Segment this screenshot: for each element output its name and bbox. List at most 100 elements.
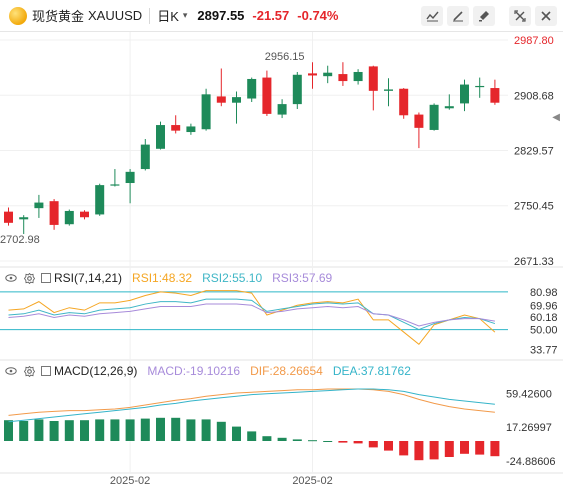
candle-body xyxy=(140,144,150,170)
price-axis-label: 2908.68 xyxy=(514,90,554,102)
chart-canvas[interactable]: 2956.15 2702.98 2987.80 2908.68 2829.57 2750… xyxy=(0,32,563,492)
candle-body xyxy=(125,171,135,184)
rsi-legend: RSI(7,14,21) RSI1:48.32 RSI2:55.10 RSI3:… xyxy=(0,269,332,287)
checkbox-icon[interactable] xyxy=(41,366,51,376)
candle-body xyxy=(19,217,29,220)
macd-histogram-bar xyxy=(64,420,74,441)
macd-axis-label: -24.88606 xyxy=(506,456,556,468)
rsi-series-rsi1 xyxy=(8,290,496,345)
macd-histogram-bar xyxy=(429,441,439,460)
candle-body xyxy=(277,104,287,115)
rsi-series-rsi2 xyxy=(8,298,496,331)
macd-histogram-bar xyxy=(34,419,44,441)
macd-histogram-bar xyxy=(399,441,409,456)
candle-body xyxy=(368,66,378,91)
macd-histogram-bar xyxy=(171,417,181,441)
gear-icon[interactable] xyxy=(22,364,36,378)
close-icon[interactable] xyxy=(535,6,557,26)
macd-histogram-bar xyxy=(262,436,272,441)
macd-histogram-bar xyxy=(475,441,485,455)
macd-histogram-bar xyxy=(19,421,29,441)
checkbox-icon[interactable] xyxy=(41,273,51,283)
macd-histogram-bar xyxy=(216,421,226,441)
eye-icon[interactable] xyxy=(4,271,18,285)
candle-body xyxy=(262,77,272,114)
candle-body xyxy=(49,201,59,225)
candle-body xyxy=(156,125,165,149)
candle-body xyxy=(4,211,13,223)
chevron-left-icon[interactable]: ◀ xyxy=(552,112,560,123)
price-change-percent: -0.74% xyxy=(297,8,339,23)
candle-body xyxy=(475,85,485,88)
time-axis-label: 2025-02 xyxy=(292,475,332,487)
dea-value: DEA:37.81762 xyxy=(332,364,411,378)
candle-body xyxy=(110,184,120,186)
candle-body xyxy=(34,202,44,209)
macd-histogram-bar xyxy=(308,440,317,442)
macd-legend: MACD(12,26,9) MACD:-19.10216 DIF:28.2665… xyxy=(0,362,411,380)
symbol-code[interactable]: XAUUSD xyxy=(88,8,143,23)
macd-histogram-bar xyxy=(384,441,393,451)
period-selector[interactable]: 日K xyxy=(157,9,179,24)
macd-histogram-bar xyxy=(460,441,469,454)
macd-histogram-bar xyxy=(4,420,13,441)
macd-histogram-bar xyxy=(80,420,89,441)
price-axis-label: 2829.57 xyxy=(514,145,554,157)
high-annotation: 2956.15 xyxy=(265,51,305,63)
dif-value: DIF:28.26654 xyxy=(250,364,323,378)
macd-histogram-bar xyxy=(125,419,135,441)
rsi-axis-label: 60.18 xyxy=(530,312,558,324)
indicator-icon[interactable] xyxy=(421,6,443,26)
candle-body xyxy=(64,210,74,225)
macd-histogram-bar xyxy=(490,441,500,457)
chevron-down-icon[interactable]: ▾ xyxy=(182,10,188,20)
macd-histogram-bar xyxy=(110,419,120,441)
macd-histogram-bar xyxy=(201,419,211,441)
price-axis-label: 2987.80 xyxy=(514,35,554,47)
brush-icon[interactable] xyxy=(473,6,495,26)
fullscreen-icon[interactable] xyxy=(509,6,531,26)
candle-body xyxy=(232,97,241,103)
rsi1-value: RSI1:48.32 xyxy=(132,271,193,285)
price-axis-label: 2750.45 xyxy=(514,201,554,213)
rsi-name: RSI(7,14,21) xyxy=(54,271,123,285)
candle-body xyxy=(171,125,181,131)
candle-body xyxy=(444,106,454,109)
rsi-series-rsi3 xyxy=(8,303,495,327)
rsi-axis-label: 50.00 xyxy=(530,325,558,337)
symbol-name[interactable]: 现货黄金 xyxy=(32,9,85,24)
macd-series-dif xyxy=(8,388,495,416)
macd-histogram-bar xyxy=(95,419,105,441)
candle-body xyxy=(292,74,302,105)
macd-axis-label: 17.26997 xyxy=(506,422,552,434)
draw-icon[interactable] xyxy=(447,6,469,26)
rsi-axis-label: 33.77 xyxy=(530,344,558,356)
candle-body xyxy=(399,88,409,116)
macd-axis-label: 59.42600 xyxy=(506,388,552,400)
symbol-header: 现货黄金 XAUUSD 日K ▾ 2897.55 -21.57 -0.74% xyxy=(0,0,563,32)
eye-icon[interactable] xyxy=(4,364,18,378)
last-price: 2897.55 xyxy=(197,8,245,23)
macd-histogram-bar xyxy=(277,437,287,441)
time-axis-label: 2025-02 xyxy=(110,475,150,487)
macd-value: MACD:-19.10216 xyxy=(147,364,241,378)
macd-histogram-bar xyxy=(414,441,424,461)
macd-histogram-bar xyxy=(247,431,257,441)
gear-icon[interactable] xyxy=(22,271,36,285)
candle-body xyxy=(247,78,257,99)
low-annotation: 2702.98 xyxy=(0,234,40,246)
macd-histogram-bar xyxy=(323,441,333,442)
candle-body xyxy=(460,84,469,104)
candle-body xyxy=(216,96,226,103)
price-axis-label: 2671.33 xyxy=(514,256,554,268)
price-change: -21.57 xyxy=(252,8,290,23)
candle-body xyxy=(353,71,363,82)
macd-histogram-bar xyxy=(368,441,378,448)
candle-body xyxy=(308,73,317,76)
rsi-axis-label: 69.96 xyxy=(530,300,558,312)
rsi2-value: RSI2:55.10 xyxy=(202,271,263,285)
macd-histogram-bar xyxy=(353,441,363,444)
candle-body xyxy=(201,94,211,130)
candle-body xyxy=(80,211,89,218)
candle-body xyxy=(95,185,105,215)
